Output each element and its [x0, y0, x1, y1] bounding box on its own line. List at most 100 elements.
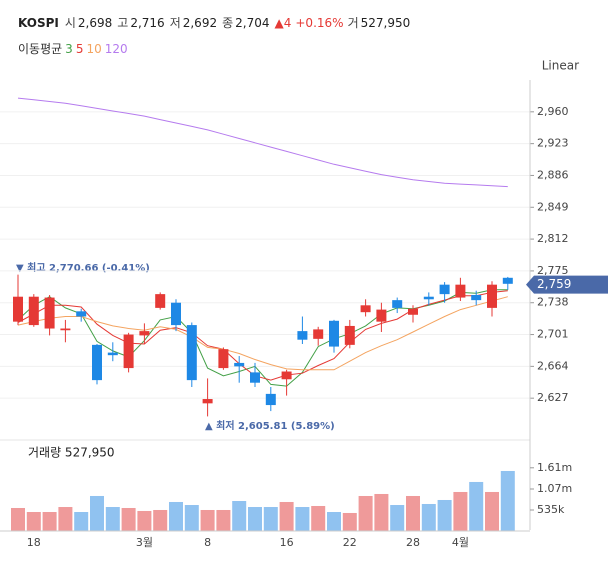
candle-body — [171, 302, 181, 326]
legend-entry: 10 — [86, 42, 102, 56]
volume-bar — [216, 509, 231, 531]
candle-body — [123, 334, 134, 369]
candle-body — [376, 309, 387, 322]
x-tick-label: 3월 — [136, 536, 153, 549]
volume-bar — [500, 470, 515, 531]
candle-body — [392, 300, 403, 308]
change-pct: +0.16% — [295, 16, 344, 30]
candle-body — [218, 349, 229, 369]
ma-title: 이동평균 — [18, 42, 63, 56]
volume-bar — [26, 511, 41, 531]
change: ▲4 — [274, 16, 292, 30]
volume-bar — [153, 509, 168, 531]
volume-bar — [90, 495, 104, 531]
volume-bar — [42, 511, 57, 531]
y-tick-label: 2,701 — [537, 328, 569, 341]
volume-bar — [358, 495, 373, 531]
volume-bar — [437, 499, 452, 531]
price-tag-label: 2,759 — [537, 277, 571, 291]
candle-body — [28, 296, 39, 326]
candle-body — [360, 305, 371, 313]
volume-bar — [58, 507, 73, 531]
candle-body — [281, 371, 292, 380]
candle-body — [186, 325, 197, 381]
candle-body — [60, 328, 71, 331]
volume-bar — [327, 511, 341, 531]
price-tag — [526, 275, 608, 294]
volume-bar — [406, 495, 420, 531]
header-key: 저 — [169, 16, 181, 30]
volume-bar — [311, 505, 326, 531]
volume-bar — [11, 507, 25, 531]
header-value: 2,698 — [77, 16, 113, 30]
candle-body — [487, 284, 497, 308]
ma-line — [17, 290, 508, 381]
candle-body — [250, 372, 260, 383]
volume-bar — [137, 510, 152, 531]
low-note: ▲ 최저 2,605.81 (5.89%) — [205, 419, 335, 432]
scale-label[interactable]: Linear — [542, 59, 579, 73]
header-value: 2,704 — [235, 16, 270, 30]
header-key: 거 — [347, 16, 359, 30]
header-value: 2,716 — [130, 16, 165, 30]
volume-bar — [105, 507, 120, 531]
candle-body — [344, 325, 355, 345]
x-tick-label: 4월 — [452, 536, 469, 549]
y-tick-label: 2,738 — [537, 296, 569, 309]
candle-body — [423, 296, 434, 300]
volume-bar — [374, 493, 389, 531]
candle-body — [439, 284, 450, 295]
volume-bar — [248, 507, 262, 531]
y-tick-label: 2,812 — [537, 232, 569, 245]
volume-bar — [232, 501, 247, 531]
volume-bar — [342, 512, 357, 531]
volume-tick-label: 1.61m — [537, 461, 572, 474]
ma-line — [17, 289, 508, 387]
candle-body — [44, 297, 55, 329]
header-key: 시 — [64, 16, 76, 30]
candle-body — [107, 352, 118, 356]
x-tick-label: 16 — [280, 536, 294, 549]
volume-bar — [279, 501, 294, 531]
candle-body — [502, 277, 513, 284]
volume-bar — [74, 511, 89, 531]
y-tick-label: 2,923 — [537, 137, 569, 150]
legend-entry: 120 — [104, 42, 128, 56]
volume-tick-label: 535k — [537, 503, 565, 516]
symbol: KOSPI — [18, 16, 59, 30]
volume-bar — [485, 491, 499, 531]
candle-body — [265, 393, 276, 406]
y-tick-label: 2,849 — [537, 200, 569, 213]
candle-body — [139, 331, 150, 336]
volume-bar — [263, 507, 278, 531]
y-tick-label: 2,627 — [537, 391, 569, 404]
candle-body — [13, 296, 23, 322]
ma-line — [17, 296, 508, 371]
candle-body — [297, 331, 308, 340]
volume-bar — [200, 509, 215, 531]
volume-bar — [295, 507, 310, 531]
y-tick-label: 2,886 — [537, 168, 569, 181]
volume-bar — [184, 505, 199, 531]
volume-bar — [169, 501, 183, 531]
high-note: ▼ 최고 2,770.66 (-0.41%) — [16, 261, 150, 274]
y-tick-label: 2,775 — [537, 264, 569, 277]
candle-body — [471, 294, 482, 301]
volume-tick-label: 1.07m — [537, 482, 572, 495]
candle-body — [234, 362, 245, 367]
volume-bar — [121, 507, 136, 531]
candle-body — [76, 311, 87, 317]
candle-body — [313, 329, 324, 339]
header-value: 527,950 — [360, 16, 411, 30]
volume-bar — [469, 481, 484, 531]
header-key: 고 — [117, 16, 129, 30]
legend-entry: 5 — [75, 42, 84, 56]
candle-body — [92, 344, 102, 381]
volume-bar — [453, 491, 468, 531]
header-key: 종 — [222, 16, 234, 30]
y-tick-label: 2,960 — [537, 105, 569, 118]
legend-entry: 3 — [65, 42, 73, 56]
header-value: 2,692 — [182, 16, 218, 30]
